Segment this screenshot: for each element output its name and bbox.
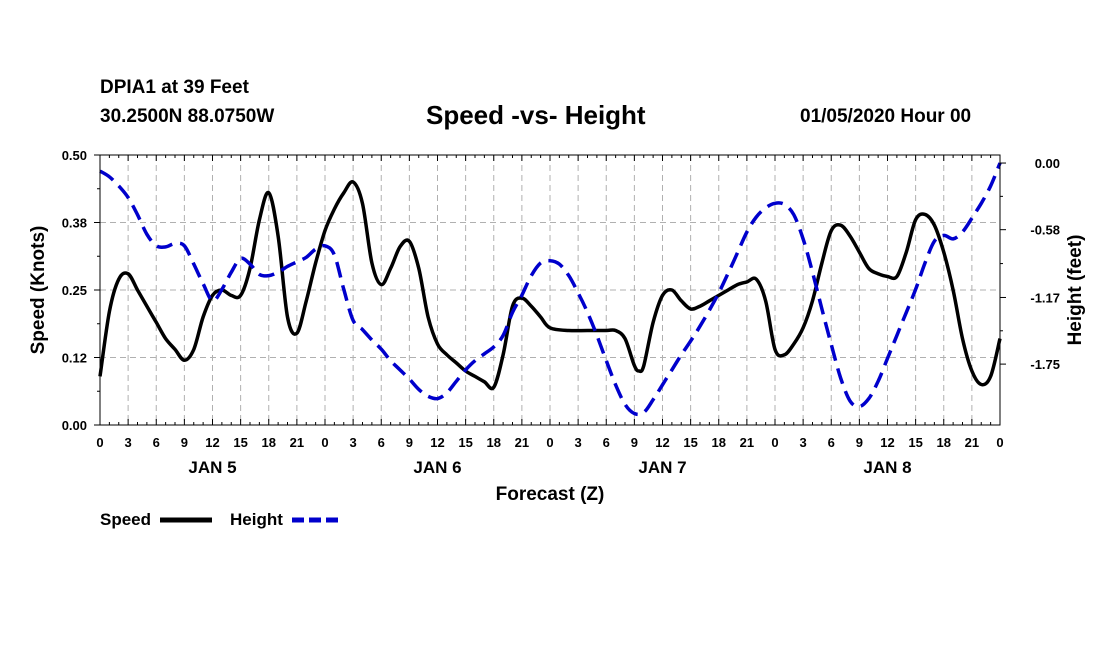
x-tick-label: 3 [125, 435, 132, 450]
legend-height-label: Height [230, 510, 283, 529]
x-tick-label: 18 [937, 435, 951, 450]
y-right-tick-label: -1.75 [1030, 357, 1060, 372]
x-day-label: JAN 8 [863, 458, 911, 477]
x-tick-label: 9 [406, 435, 413, 450]
station-title: DPIA1 at 39 Feet [100, 77, 249, 98]
axes: 0 3 6 9 12 15 18 21 0 3 6 9 12 15 18 21 0 3 6 9 12 15 18 21 0 3 6 9… [62, 148, 1060, 477]
x-day-label: JAN 6 [413, 458, 461, 477]
legend-speed-label: Speed [100, 510, 151, 529]
speed-series-line [98, 180, 1002, 391]
y-left-tick-label: 0.38 [62, 216, 87, 231]
x-tick-label: 21 [515, 435, 529, 450]
y-left-tick-label: 0.50 [62, 148, 87, 163]
x-tick-label: 15 [683, 435, 697, 450]
x-day-label: JAN 5 [188, 458, 236, 477]
station-coordinates: 30.2500N 88.0750W [100, 106, 275, 127]
x-tick-label: 21 [740, 435, 754, 450]
y-left-tick-label: 0.00 [62, 418, 87, 433]
x-tick-label: 21 [290, 435, 304, 450]
x-tick-label: 18 [712, 435, 726, 450]
x-tick-label: 3 [800, 435, 807, 450]
grid-lines [99, 155, 1001, 425]
x-tick-label: 6 [828, 435, 835, 450]
x-tick-label: 9 [856, 435, 863, 450]
x-tick-label: 15 [233, 435, 247, 450]
x-tick-label: 21 [965, 435, 979, 450]
legend: Speed Height [100, 510, 342, 529]
x-tick-label: 0 [321, 435, 328, 450]
height-series-line [99, 162, 1002, 417]
x-tick-label: 18 [262, 435, 276, 450]
x-tick-label: 6 [378, 435, 385, 450]
x-tick-label: 12 [430, 435, 444, 450]
x-tick-label: 6 [153, 435, 160, 450]
x-tick-label: 15 [908, 435, 922, 450]
y-left-tick-label: 0.12 [62, 351, 87, 366]
x-axis-title: Forecast (Z) [496, 484, 605, 505]
x-tick-label: 0 [546, 435, 553, 450]
y-right-tick-label: 0.00 [1035, 156, 1060, 171]
series-lines [98, 162, 1002, 417]
x-tick-label: 15 [458, 435, 472, 450]
x-tick-label: 18 [487, 435, 501, 450]
y-left-tick-label: 0.25 [62, 283, 87, 298]
x-tick-label: 12 [655, 435, 669, 450]
x-tick-label: 0 [96, 435, 103, 450]
y-axis-right-title: Height (feet) [1065, 235, 1086, 346]
chart-title: Speed -vs- Height [426, 100, 646, 130]
y-right-tick-label: -0.58 [1030, 223, 1060, 238]
x-tick-label: 3 [350, 435, 357, 450]
x-tick-label: 9 [631, 435, 638, 450]
x-tick-label: 0 [771, 435, 778, 450]
x-day-label: JAN 7 [638, 458, 686, 477]
x-tick-label: 3 [575, 435, 582, 450]
forecast-run-time: 01/05/2020 Hour 00 [800, 106, 972, 127]
x-tick-label: 0 [996, 435, 1003, 450]
x-tick-label: 12 [880, 435, 894, 450]
x-tick-label: 12 [205, 435, 219, 450]
y-axis-left-title: Speed (Knots) [28, 226, 49, 355]
x-tick-label: 9 [181, 435, 188, 450]
y-right-tick-label: -1.17 [1030, 290, 1060, 305]
x-tick-label: 6 [603, 435, 610, 450]
